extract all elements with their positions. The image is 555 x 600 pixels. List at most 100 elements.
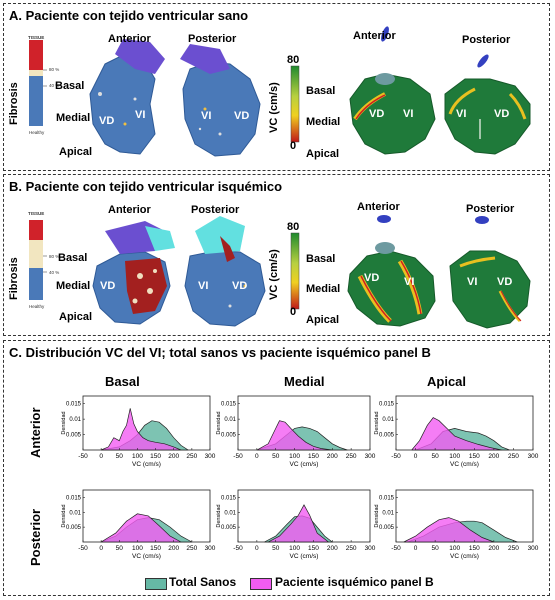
y-axis-label: Densidad <box>374 411 380 434</box>
plot-anterior-medial: -50 0 50 100 150 200 250 300 0.005 0.01 0.015 VC (c… <box>216 395 376 468</box>
x-tick-label: 150 <box>308 453 319 460</box>
x-tick-label: 0 <box>414 545 418 552</box>
medial-label-b2: Medial <box>306 283 341 295</box>
apical-label-b: Apical <box>59 311 93 323</box>
posterior-label-a2: Posterior <box>462 34 511 46</box>
panel-a-title: A. Paciente con tejido ventricular sano <box>9 8 249 23</box>
heart-b-green-anterior <box>347 215 436 327</box>
heart-b-anterior <box>92 221 175 325</box>
x-tick-label: 300 <box>365 453 376 460</box>
x-tick-label: 50 <box>432 545 440 552</box>
plot-posterior-medial: -50 0 50 100 150 200 250 300 0.005 0.01 0.015 VC (c… <box>216 489 376 560</box>
medial-label-a: Medial <box>56 112 91 124</box>
x-tick-label: 100 <box>449 453 460 460</box>
cb-max-b: 80 <box>287 221 300 233</box>
x-tick-label: -50 <box>233 453 243 460</box>
anterior-label-b2: Anterior <box>357 201 400 213</box>
x-tick-label: 300 <box>365 545 376 552</box>
vd-label-a2: VD <box>234 110 250 122</box>
x-tick-label: 50 <box>116 453 124 460</box>
y-tick-label: 0.005 <box>379 433 395 439</box>
tissue-label-a: TISSUE <box>28 35 45 40</box>
pct40-a: 40 % <box>49 83 60 88</box>
apical-label-a: Apical <box>59 146 93 158</box>
basal-label-b: Basal <box>58 252 88 264</box>
col-medial: Medial <box>284 374 325 389</box>
legend-swatch-sanos <box>145 578 167 590</box>
x-tick-label: 100 <box>289 453 300 460</box>
anterior-label-a: Anterior <box>108 33 151 45</box>
panel-b-title: B. Paciente con tejido ventricular isqué… <box>9 179 283 194</box>
x-tick-label: 0 <box>99 545 103 552</box>
fibrosis-label-b: Fibrosis <box>8 257 20 300</box>
heart-a-green-anterior <box>349 26 436 155</box>
y-tick-label: 0.015 <box>379 402 395 408</box>
legend-label-paciente: Paciente isquémico panel B <box>275 575 434 589</box>
x-tick-label: 250 <box>186 453 197 460</box>
panel-b-figure <box>29 215 531 329</box>
y-tick-label: 0.01 <box>382 417 394 423</box>
vc-label-a: VC (cm/s) <box>268 82 280 133</box>
vi-label-a4: VI <box>456 108 467 120</box>
x-tick-label: 150 <box>150 545 161 552</box>
col-apical: Apical <box>427 374 467 389</box>
y-tick-label: 0.01 <box>382 510 394 516</box>
cb-min-a: 0 <box>290 140 297 152</box>
plot-anterior-basal: -50 0 50 100 150 200 250 300 0.005 0.01 0.015 VC (c… <box>61 395 216 468</box>
vd-label-b3: VD <box>364 272 380 284</box>
vi-label-b3: VI <box>404 276 415 288</box>
x-tick-label: -50 <box>233 545 243 552</box>
apical-label-b2: Apical <box>306 314 340 326</box>
y-axis-label: Densidad <box>61 411 67 434</box>
x-axis-label: VC (cm/s) <box>450 553 479 560</box>
anterior-label-a2: Anterior <box>353 30 396 42</box>
legend-label-sanos: Total Sanos <box>169 575 237 589</box>
x-tick-label: 200 <box>488 453 499 460</box>
x-tick-label: 250 <box>346 545 357 552</box>
fibrosis-label-a: Fibrosis <box>8 82 20 125</box>
density-paciente <box>99 513 182 543</box>
y-tick-label: 0.01 <box>69 417 81 423</box>
y-tick-label: 0.01 <box>224 510 236 516</box>
x-tick-label: -50 <box>78 453 88 460</box>
vd-label-b2: VD <box>232 280 248 292</box>
x-tick-label: 100 <box>289 545 300 552</box>
heart-a-posterior <box>180 44 261 157</box>
y-tick-label: 0.01 <box>69 510 81 516</box>
heart-a-anterior <box>89 39 165 155</box>
y-tick-label: 0.005 <box>221 433 237 439</box>
y-tick-label: 0.015 <box>221 402 237 408</box>
basal-label-a: Basal <box>55 80 85 92</box>
x-tick-label: 100 <box>132 545 143 552</box>
panel-a-figure <box>29 26 531 157</box>
x-tick-label: 300 <box>205 545 216 552</box>
x-tick-label: 200 <box>327 545 338 552</box>
posterior-label-a: Posterior <box>188 33 237 45</box>
x-tick-label: 150 <box>469 453 480 460</box>
fibrosis-scale-yellow-b <box>29 240 43 268</box>
healthy-a: Healthy <box>29 130 45 135</box>
panel-c-title: C. Distribución VC del VI; total sanos v… <box>9 345 431 360</box>
healthy-b: Healthy <box>29 304 45 309</box>
x-tick-label: 300 <box>528 453 539 460</box>
x-axis-label: VC (cm/s) <box>450 461 479 468</box>
heart-b-green-posterior <box>449 216 531 329</box>
row-posterior: Posterior <box>28 508 43 566</box>
y-tick-label: 0.005 <box>66 525 82 531</box>
fibrosis-scale-red <box>29 40 43 70</box>
y-axis-label: Densidad <box>61 504 67 527</box>
posterior-label-b: Posterior <box>191 204 240 216</box>
vi-label-a1: VI <box>135 109 146 121</box>
x-tick-label: -50 <box>78 545 88 552</box>
medial-label-a2: Medial <box>306 116 341 128</box>
x-tick-label: 300 <box>205 453 216 460</box>
x-tick-label: 200 <box>488 545 499 552</box>
x-tick-label: 100 <box>132 453 143 460</box>
basal-label-a2: Basal <box>306 85 336 97</box>
heart-a-green-posterior <box>444 54 531 155</box>
vd-label-a3: VD <box>369 108 385 120</box>
pct80-b: 80 % <box>49 254 60 259</box>
x-tick-label: 250 <box>186 545 197 552</box>
panel-a <box>3 3 550 171</box>
x-tick-label: 200 <box>327 453 338 460</box>
